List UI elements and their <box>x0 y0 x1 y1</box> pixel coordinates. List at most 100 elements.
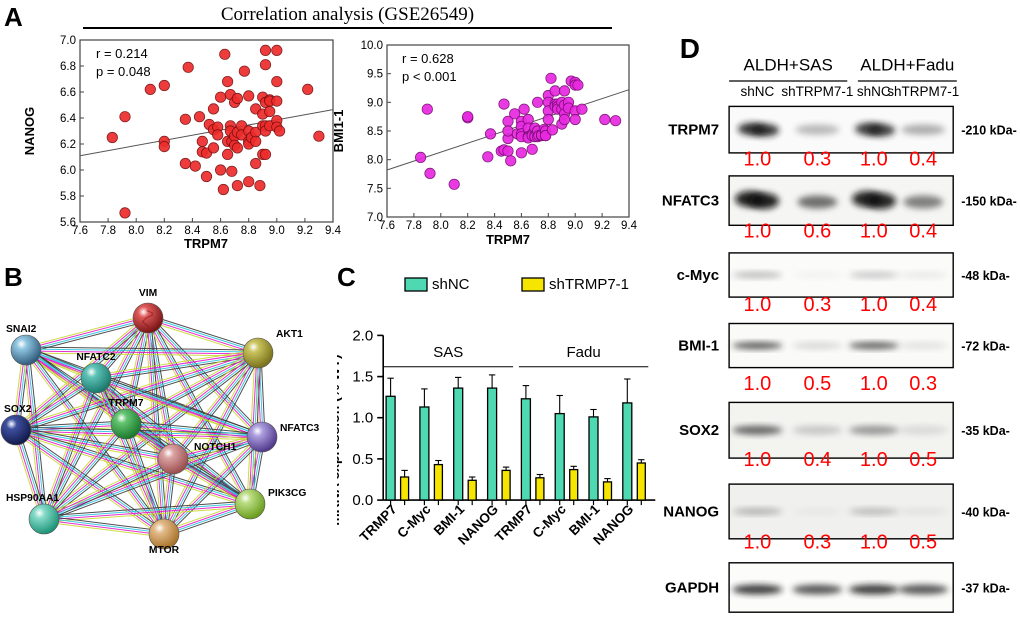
svg-text:2.0: 2.0 <box>352 327 373 344</box>
svg-text:c-Myc: c-Myc <box>677 267 720 284</box>
svg-text:C-Myc: C-Myc <box>530 501 570 541</box>
svg-text:0.4: 0.4 <box>909 294 937 316</box>
svg-text:1.0: 1.0 <box>860 148 888 170</box>
svg-text:TRPM7: TRPM7 <box>109 398 144 409</box>
svg-text:0.5: 0.5 <box>909 449 937 471</box>
svg-text:1.0: 1.0 <box>860 531 888 553</box>
svg-text:8.8: 8.8 <box>540 220 556 232</box>
svg-text:6.0: 6.0 <box>60 165 76 177</box>
svg-text:p < 0.001: p < 0.001 <box>402 69 457 84</box>
svg-text:SNAI2: SNAI2 <box>6 324 37 335</box>
svg-text:9.2: 9.2 <box>594 220 610 232</box>
svg-text:r = 0.214: r = 0.214 <box>96 46 148 61</box>
svg-text:MTOR: MTOR <box>149 545 180 556</box>
svg-text:mRNA expression (% WT): mRNA expression (% WT) <box>337 354 342 525</box>
svg-text:1.0: 1.0 <box>352 410 373 427</box>
svg-text:HSP90AA1: HSP90AA1 <box>6 493 59 504</box>
svg-text:NANOG: NANOG <box>663 504 719 521</box>
svg-text:-150 kDa-: -150 kDa- <box>961 195 1017 209</box>
svg-text:C-Myc: C-Myc <box>394 501 434 541</box>
svg-text:shTRPM7-1: shTRPM7-1 <box>781 84 853 99</box>
svg-text:9.4: 9.4 <box>621 220 638 232</box>
svg-text:0.4: 0.4 <box>803 449 831 471</box>
svg-text:7.8: 7.8 <box>100 225 116 237</box>
svg-text:7.0: 7.0 <box>60 35 76 47</box>
svg-text:1.0: 1.0 <box>860 221 888 243</box>
svg-text:1.0: 1.0 <box>743 294 771 316</box>
svg-text:1.0: 1.0 <box>860 449 888 471</box>
svg-text:0.0: 0.0 <box>352 492 373 509</box>
svg-text:0.4: 0.4 <box>909 221 937 243</box>
svg-text:8.0: 8.0 <box>367 155 383 167</box>
svg-text:1.0: 1.0 <box>860 373 888 395</box>
svg-text:9.2: 9.2 <box>297 225 313 237</box>
svg-text:ALDH+Fadu: ALDH+Fadu <box>860 56 954 75</box>
svg-text:-35 kDa-: -35 kDa- <box>961 424 1010 438</box>
svg-text:-210 kDa-: -210 kDa- <box>961 124 1017 138</box>
svg-text:0.3: 0.3 <box>803 531 831 553</box>
svg-text:9.0: 9.0 <box>269 225 285 237</box>
svg-text:0.5: 0.5 <box>803 373 831 395</box>
svg-text:-48 kDa-: -48 kDa- <box>961 269 1010 283</box>
svg-text:8.4: 8.4 <box>487 220 504 232</box>
svg-text:7.5: 7.5 <box>367 183 383 195</box>
svg-text:6.2: 6.2 <box>60 139 76 151</box>
svg-text:0.4: 0.4 <box>909 148 937 170</box>
svg-text:PIK3CG: PIK3CG <box>268 488 306 499</box>
svg-text:6.6: 6.6 <box>60 87 76 99</box>
svg-text:shNC: shNC <box>857 84 891 99</box>
svg-text:NFATC3: NFATC3 <box>280 423 320 434</box>
svg-text:0.5: 0.5 <box>909 531 937 553</box>
svg-text:6.8: 6.8 <box>60 61 76 73</box>
svg-text:7.8: 7.8 <box>406 220 422 232</box>
svg-text:NFATC2: NFATC2 <box>76 352 116 363</box>
svg-text:BMI-1: BMI-1 <box>678 338 719 355</box>
svg-text:r = 0.628: r = 0.628 <box>402 51 454 66</box>
svg-text:-40 kDa-: -40 kDa- <box>961 506 1010 520</box>
svg-text:7.0: 7.0 <box>367 212 383 224</box>
svg-text:D: D <box>680 33 700 64</box>
svg-text:NANOG: NANOG <box>22 107 37 155</box>
svg-text:ALDH+SAS: ALDH+SAS <box>744 56 833 75</box>
svg-text:AKT1: AKT1 <box>276 329 303 340</box>
svg-text:SOX2: SOX2 <box>4 404 32 415</box>
svg-text:VIM: VIM <box>139 288 157 299</box>
svg-text:5.8: 5.8 <box>60 191 76 203</box>
svg-text:shNC: shNC <box>432 276 470 293</box>
svg-text:p = 0.048: p = 0.048 <box>96 64 151 79</box>
svg-text:shTRPM7-1: shTRPM7-1 <box>887 84 959 99</box>
svg-text:8.6: 8.6 <box>513 220 529 232</box>
svg-text:1.0: 1.0 <box>860 294 888 316</box>
svg-text:-37 kDa-: -37 kDa- <box>961 582 1010 596</box>
svg-text:SOX2: SOX2 <box>679 422 719 439</box>
svg-text:9.0: 9.0 <box>567 220 583 232</box>
svg-text:8.5: 8.5 <box>367 126 383 138</box>
svg-text:9.4: 9.4 <box>325 225 342 237</box>
svg-text:shNC: shNC <box>741 84 775 99</box>
svg-text:9.0: 9.0 <box>367 97 383 109</box>
svg-text:SAS: SAS <box>433 344 463 361</box>
svg-text:GAPDH: GAPDH <box>665 580 719 597</box>
svg-text:0.3: 0.3 <box>909 373 937 395</box>
svg-text:NOTCH1: NOTCH1 <box>194 442 237 453</box>
svg-text:0.3: 0.3 <box>803 294 831 316</box>
svg-text:shTRMP7-1: shTRMP7-1 <box>549 276 629 293</box>
svg-text:1.5: 1.5 <box>352 369 373 386</box>
svg-text:6.4: 6.4 <box>60 113 77 125</box>
svg-text:0.5: 0.5 <box>352 451 373 468</box>
svg-text:TRPM7: TRPM7 <box>486 232 530 247</box>
svg-text:1.0: 1.0 <box>743 531 771 553</box>
svg-text:BMI1-1: BMI1-1 <box>331 110 346 153</box>
svg-text:9.5: 9.5 <box>367 69 383 81</box>
svg-text:8.0: 8.0 <box>128 225 144 237</box>
svg-text:1.0: 1.0 <box>743 449 771 471</box>
svg-text:10.0: 10.0 <box>361 40 383 52</box>
svg-text:1.0: 1.0 <box>743 373 771 395</box>
svg-text:8.8: 8.8 <box>241 225 257 237</box>
svg-text:0.3: 0.3 <box>803 148 831 170</box>
svg-text:-72 kDa-: -72 kDa- <box>961 340 1010 354</box>
svg-text:8.0: 8.0 <box>433 220 449 232</box>
svg-text:8.2: 8.2 <box>460 220 476 232</box>
svg-text:Fadu: Fadu <box>566 344 600 361</box>
svg-text:0.6: 0.6 <box>803 221 831 243</box>
